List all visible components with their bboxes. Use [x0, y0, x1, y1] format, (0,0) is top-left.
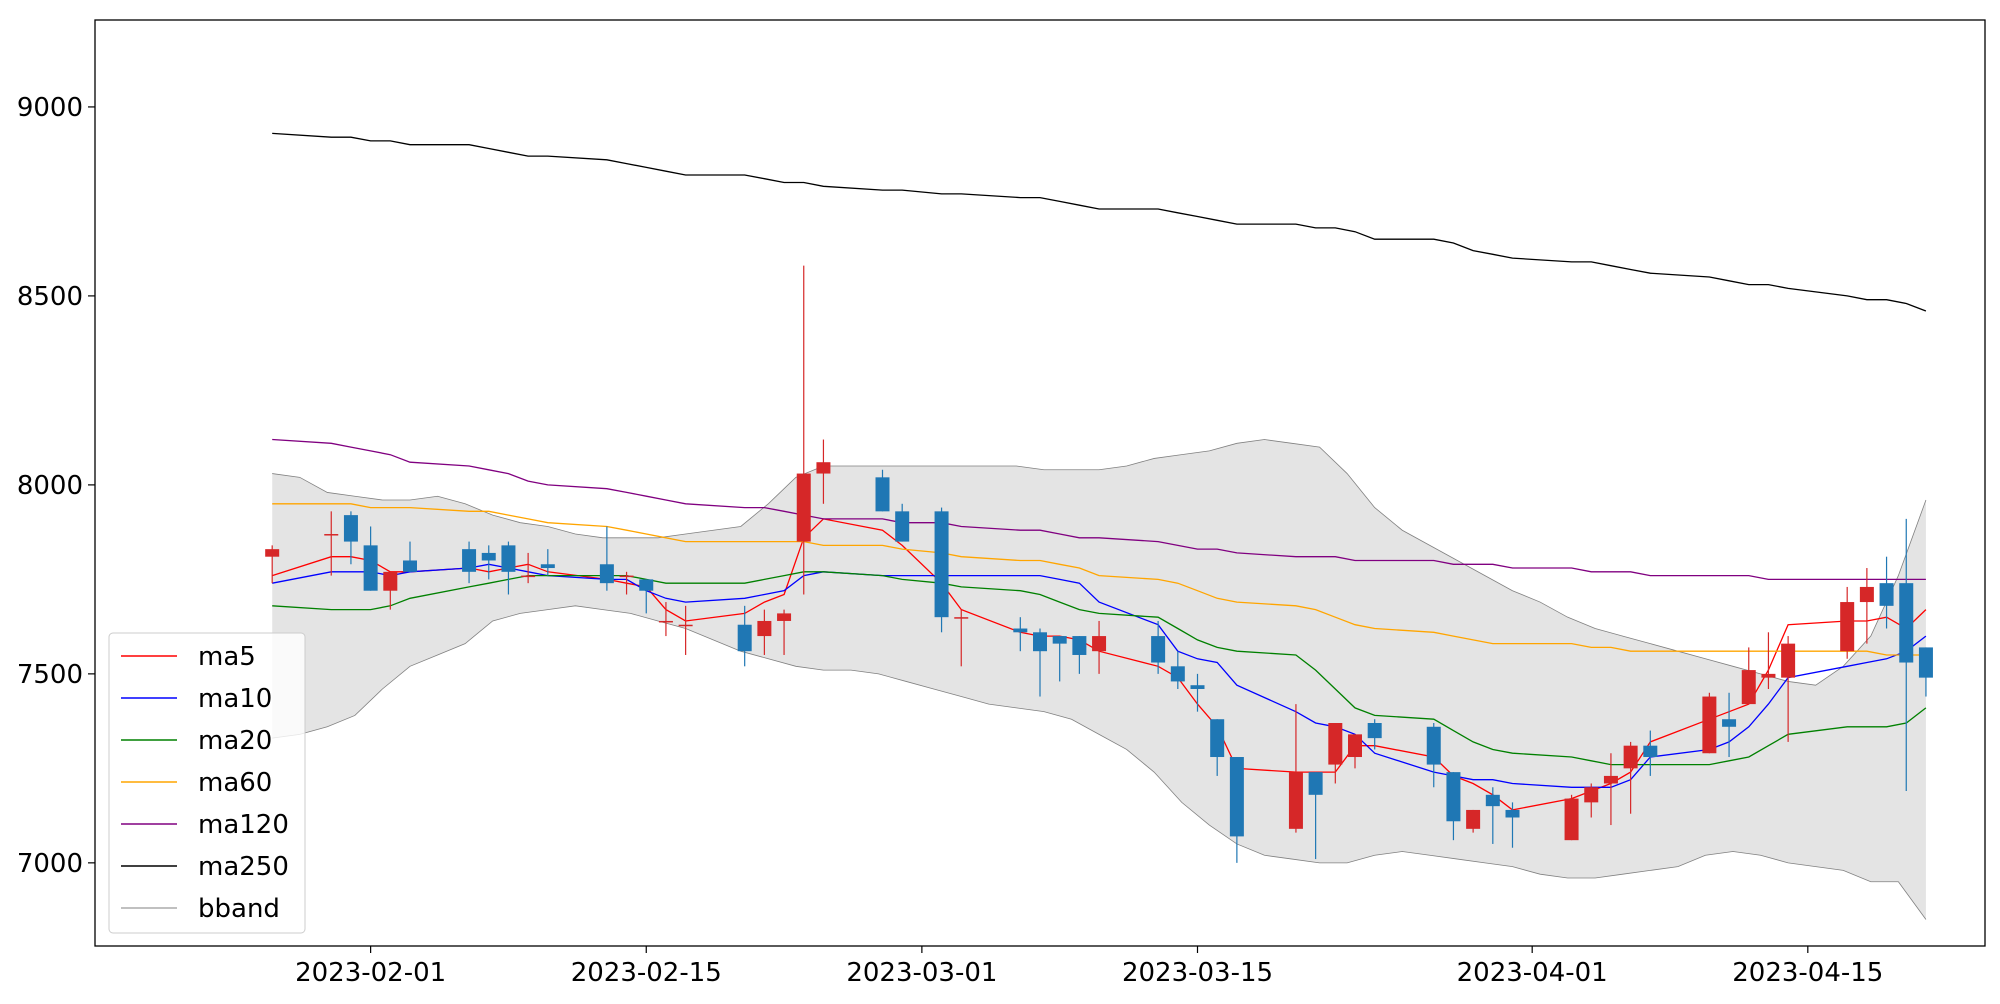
- candle-body: [1426, 726, 1441, 765]
- x-tick-label: 2023-04-01: [1457, 958, 1608, 988]
- legend-label-ma60: ma60: [198, 768, 272, 798]
- legend-label-ma250: ma250: [198, 852, 289, 882]
- y-tick-label: 7500: [17, 660, 83, 690]
- legend: ma5 ma10 ma20 ma60 ma120 ma250 bband: [108, 632, 306, 934]
- candle-body: [521, 575, 536, 578]
- legend-frame: [108, 632, 306, 934]
- y-tick-label: 8500: [17, 282, 83, 312]
- candle-body: [1722, 719, 1737, 727]
- candle-body: [1092, 636, 1107, 652]
- plot-area-frame: [94, 19, 1986, 947]
- candle-body: [934, 511, 949, 618]
- candle-body: [343, 515, 358, 542]
- candle-body: [403, 560, 417, 572]
- candle-body: [1367, 723, 1382, 739]
- candle-body: [1348, 734, 1362, 758]
- candle-body: [1210, 719, 1225, 758]
- candle-body: [658, 620, 673, 623]
- candle-body: [1485, 794, 1500, 807]
- legend-label-bband: bband: [198, 894, 280, 924]
- legend-label-ma10: ma10: [198, 684, 272, 714]
- series-line-ma250: [272, 132, 1927, 312]
- candle-body: [1052, 636, 1067, 644]
- candle-body: [1288, 772, 1303, 829]
- y-axis: 7000 7500 8000 8500 9000: [17, 93, 95, 879]
- bband-fill: [272, 439, 1926, 920]
- candle-body: [1702, 696, 1717, 754]
- candle-body: [1446, 772, 1461, 822]
- x-tick-label: 2023-02-01: [295, 958, 446, 988]
- series-line-ma20: [272, 571, 1927, 766]
- bband-upper-line: [272, 439, 1927, 686]
- candle-body: [639, 579, 654, 591]
- candle-body: [1013, 628, 1028, 633]
- x-axis: 2023-02-01 2023-02-15 2023-03-01 2023-03-15…: [295, 946, 1883, 988]
- candle-body: [501, 545, 516, 572]
- candle-body: [1466, 809, 1481, 829]
- candle-body: [875, 477, 890, 512]
- candle-body: [1741, 670, 1756, 705]
- x-tick-label: 2023-02-15: [571, 958, 722, 988]
- legend-label-ma5: ma5: [198, 642, 256, 672]
- candle-body: [895, 511, 910, 542]
- series-line-ma60: [272, 503, 1926, 656]
- series-line-ma120: [272, 438, 1926, 581]
- candle-body: [1170, 666, 1185, 682]
- bband-lower-line: [272, 605, 1927, 920]
- candle-body: [1308, 772, 1323, 795]
- candle-body: [1072, 636, 1087, 655]
- candle-body: [599, 564, 614, 584]
- candle-body: [363, 545, 378, 591]
- candle-body: [1584, 787, 1599, 803]
- candle-body: [540, 564, 555, 569]
- candle-body: [1918, 647, 1933, 678]
- legend-label-ma20: ma20: [198, 726, 272, 756]
- candle-body: [1328, 723, 1343, 765]
- candle-body: [383, 571, 398, 591]
- x-tick-label: 2023-04-15: [1732, 958, 1883, 988]
- candle-body: [1879, 583, 1894, 606]
- x-tick-label: 2023-03-01: [846, 958, 997, 988]
- candle-body: [796, 473, 811, 542]
- series-line-ma5: [272, 518, 1927, 811]
- candle-body: [1229, 757, 1244, 837]
- candle-body: [1761, 673, 1776, 678]
- candle-body: [462, 549, 477, 572]
- candle-body: [816, 462, 831, 474]
- candle-body: [481, 552, 496, 561]
- candle-body: [1899, 583, 1914, 663]
- y-tick-label: 8000: [17, 471, 83, 501]
- candle-body: [1190, 685, 1205, 689]
- candlestick-layer: [265, 265, 1933, 863]
- bollinger-band-layer: [272, 439, 1927, 920]
- y-tick-label: 7000: [17, 849, 83, 879]
- candle-body: [1564, 798, 1579, 841]
- moving-average-layer: [272, 132, 1927, 811]
- candle-body: [1859, 586, 1874, 603]
- y-tick-label: 9000: [17, 93, 83, 123]
- candle-body: [954, 617, 969, 619]
- candle-body: [1781, 643, 1796, 678]
- candle-body: [757, 620, 772, 637]
- candle-body: [1151, 636, 1166, 663]
- candle-body: [678, 624, 693, 627]
- x-tick-label: 2023-03-15: [1122, 958, 1273, 988]
- candle-body: [1505, 809, 1520, 818]
- candle-body: [777, 613, 792, 621]
- candle-body: [265, 549, 280, 557]
- candle-body: [619, 575, 634, 578]
- candle-body: [1603, 775, 1618, 784]
- candle-body: [1840, 602, 1855, 652]
- candle-body: [1643, 745, 1658, 758]
- candle-body: [1033, 632, 1047, 652]
- legend-label-ma120: ma120: [198, 810, 289, 840]
- candle-body: [1623, 745, 1638, 769]
- candle-body: [737, 624, 752, 652]
- candle-body: [324, 534, 339, 536]
